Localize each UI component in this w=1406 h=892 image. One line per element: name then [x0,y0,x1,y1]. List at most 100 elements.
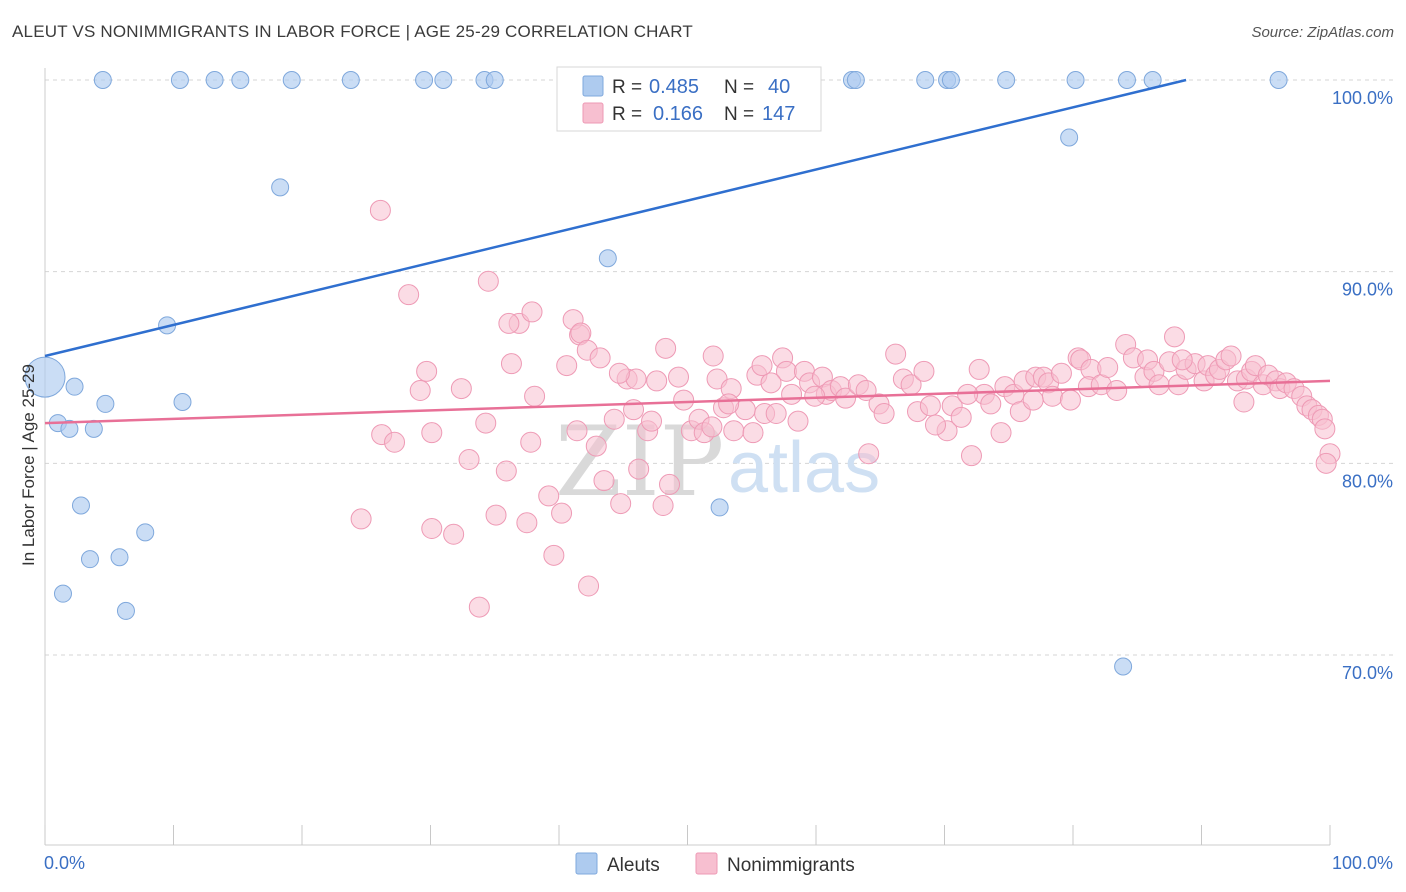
nonimmigrant-point [760,372,782,394]
nonimmigrant-point [1059,389,1081,411]
nonimmigrant-point [655,337,677,359]
nonimmigrant-point [925,414,947,436]
nonimmigrant-point [421,422,443,444]
nonimmigrant-point [538,485,560,507]
aleut-point [116,601,135,620]
nonimmigrant-point [885,343,907,365]
nonimmigrant-point [398,284,420,306]
aleut-point [80,550,99,569]
aleut-point [710,498,729,517]
bottom-legend-label-aleuts: Aleuts [607,855,660,876]
nonimmigrant-point [968,358,990,380]
nonimmigrant-point [475,412,497,434]
aleut-point [170,71,189,89]
nonimmigrant-point [673,389,695,411]
nonimmigrant-point [990,422,1012,444]
nonimmigrant-point [913,360,935,382]
nonimmigrant-point [566,420,588,442]
aleut-point [205,71,224,89]
aleut-point [110,548,129,567]
nonimmigrant-point [578,575,600,597]
nonimmigrant-point [1148,374,1170,396]
nonimmigrant-point [485,504,507,526]
aleut-point [71,496,90,515]
nonimmigrant-point [1106,380,1128,401]
y-tick-label: 100.0% [1332,88,1393,108]
y-tick-label: 70.0% [1342,663,1393,683]
legend-r-value-nonimmigrants: 0.166 [653,103,703,125]
nonimmigrant-point [498,312,520,334]
nonimmigrant-point [957,383,979,405]
legend-r-label: R = [612,104,642,125]
aleut-point [941,71,960,89]
bottom-legend-swatch-nonimmigrants [695,852,718,875]
nonimmigrant-point [409,380,431,401]
aleut-point [173,393,192,411]
nonimmigrant-point [593,470,615,492]
nonimmigrant-point [1022,389,1044,411]
nonimmigrant-point [1233,391,1255,413]
nonimmigrant-point [543,544,565,566]
aleut-point [271,178,290,197]
tick-labels: 0.0% 100.0% 70.0% 80.0% 90.0% 100.0% [44,88,1393,873]
aleut-point [916,71,935,89]
aleut-point [96,394,115,413]
legend-swatch-aleuts [582,75,604,97]
aleut-point [341,71,360,89]
nonimmigrant-point [369,199,391,221]
nonimmigrant-point [524,385,546,407]
data-points [24,71,1341,676]
nonimmigrant-point [443,523,465,545]
nonimmigrant-point [659,473,681,495]
trend-lines [44,78,1331,425]
nonimmigrant-point [350,508,372,530]
nonimmigrant-point [742,422,764,444]
aleut-point [24,356,66,398]
nonimmigrant-point [589,347,611,369]
legend-n-value-nonimmigrants: 147 [762,103,795,125]
nonimmigrant-point [421,518,443,539]
nonimmigrant-point [1097,357,1119,378]
nonimmigrant-point [551,502,573,524]
nonimmigrant-point [781,383,803,405]
nonimmigrant-point [458,449,480,470]
axes [44,68,1331,846]
legend-swatch-nonimmigrants [582,102,604,124]
nonimmigrant-point [701,416,723,438]
nonimmigrant-point [873,403,895,424]
nonimmigrant-point [960,445,982,467]
legend-box: R = 0.485 N = 40 R = 0.166 N = 147 [556,66,822,132]
grid-lines [45,79,1393,656]
legend-n-label: N = [724,104,754,125]
nonimmigrant-point [628,458,650,480]
nonimmigrant-point [556,355,578,377]
y-tick-label: 80.0% [1342,471,1393,491]
x-tick-label: 100.0% [1332,853,1393,873]
nonimmigrant-point [610,493,632,515]
nonimmigrant-point [500,353,522,375]
nonimmigrant-point [751,355,773,377]
nonimmigrant-point [702,345,724,367]
aleut-point [282,71,301,89]
nonimmigrant-point [585,435,607,457]
nonimmigrant-point [416,360,438,382]
nonimmigrant-point [950,406,972,428]
nonimmigrant-point [516,512,538,534]
y-tick-label: 90.0% [1342,280,1393,300]
nonimmigrant-point [1164,326,1186,348]
chart-title: ALEUT VS NONIMMIGRANTS IN LABOR FORCE | … [12,22,693,41]
aleut-point [1114,657,1133,676]
aleut-point [93,71,112,89]
legend-n-label: N = [724,77,754,98]
bottom-legend: Aleuts Nonimmigrants [575,852,855,876]
nonimmigrant-point [608,362,630,384]
aleut-point [53,584,72,603]
aleut-point [1117,71,1136,89]
nonimmigrant-point [1220,345,1242,367]
nonimmigrant-point [919,395,941,417]
aleut-point [1269,71,1288,89]
nonimmigrant-point [718,393,740,415]
nonimmigrant-point [723,420,745,442]
aleut-trend-line [44,78,1187,358]
